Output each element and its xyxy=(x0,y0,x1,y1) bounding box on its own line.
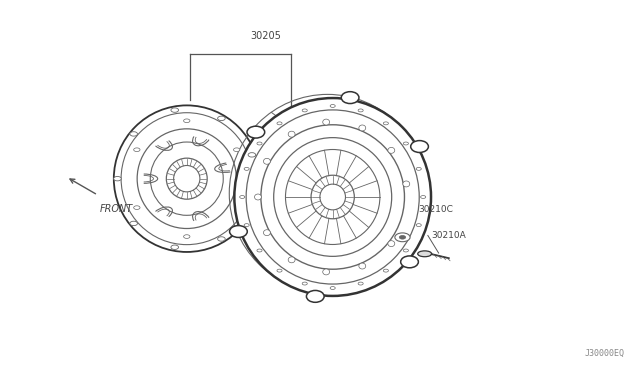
Ellipse shape xyxy=(323,119,330,125)
Circle shape xyxy=(134,148,140,151)
Ellipse shape xyxy=(411,141,428,153)
Circle shape xyxy=(130,132,138,136)
Circle shape xyxy=(257,142,262,145)
Text: 30205: 30205 xyxy=(251,31,282,41)
Ellipse shape xyxy=(418,251,431,257)
Text: 30210A: 30210A xyxy=(431,231,466,240)
Circle shape xyxy=(184,235,190,238)
Ellipse shape xyxy=(264,230,270,235)
Ellipse shape xyxy=(401,256,419,268)
Circle shape xyxy=(171,245,179,250)
Circle shape xyxy=(134,206,140,209)
Ellipse shape xyxy=(288,131,295,137)
Text: 30210C: 30210C xyxy=(419,205,453,214)
Circle shape xyxy=(358,282,363,285)
Circle shape xyxy=(244,224,249,227)
Ellipse shape xyxy=(403,181,410,187)
Circle shape xyxy=(330,286,335,289)
Ellipse shape xyxy=(255,194,261,200)
Ellipse shape xyxy=(359,263,365,269)
Circle shape xyxy=(218,116,225,121)
Text: J30000EQ: J30000EQ xyxy=(584,349,625,358)
Ellipse shape xyxy=(234,98,431,296)
Circle shape xyxy=(395,233,410,242)
Circle shape xyxy=(248,153,256,157)
Circle shape xyxy=(330,105,335,108)
Ellipse shape xyxy=(341,92,359,103)
Circle shape xyxy=(383,122,388,125)
Circle shape xyxy=(302,109,307,112)
Circle shape xyxy=(416,224,421,227)
Circle shape xyxy=(416,167,421,170)
Circle shape xyxy=(171,108,179,112)
Circle shape xyxy=(234,148,240,151)
Ellipse shape xyxy=(388,241,395,247)
Ellipse shape xyxy=(264,158,270,164)
Circle shape xyxy=(277,122,282,125)
Circle shape xyxy=(383,269,388,272)
Circle shape xyxy=(114,176,121,181)
Ellipse shape xyxy=(288,257,295,263)
Circle shape xyxy=(184,119,190,123)
Ellipse shape xyxy=(247,126,265,138)
Ellipse shape xyxy=(323,269,330,275)
Circle shape xyxy=(358,109,363,112)
Ellipse shape xyxy=(388,147,395,153)
Circle shape xyxy=(244,167,249,170)
Circle shape xyxy=(257,249,262,252)
Circle shape xyxy=(403,142,408,145)
Circle shape xyxy=(218,237,225,241)
Circle shape xyxy=(420,196,426,198)
Circle shape xyxy=(130,221,138,226)
Circle shape xyxy=(403,249,408,252)
Circle shape xyxy=(399,235,406,239)
Ellipse shape xyxy=(307,291,324,302)
Ellipse shape xyxy=(359,125,365,131)
Text: FRONT: FRONT xyxy=(100,203,133,214)
Circle shape xyxy=(277,269,282,272)
Circle shape xyxy=(239,196,244,198)
Circle shape xyxy=(302,282,307,285)
Ellipse shape xyxy=(230,225,247,237)
